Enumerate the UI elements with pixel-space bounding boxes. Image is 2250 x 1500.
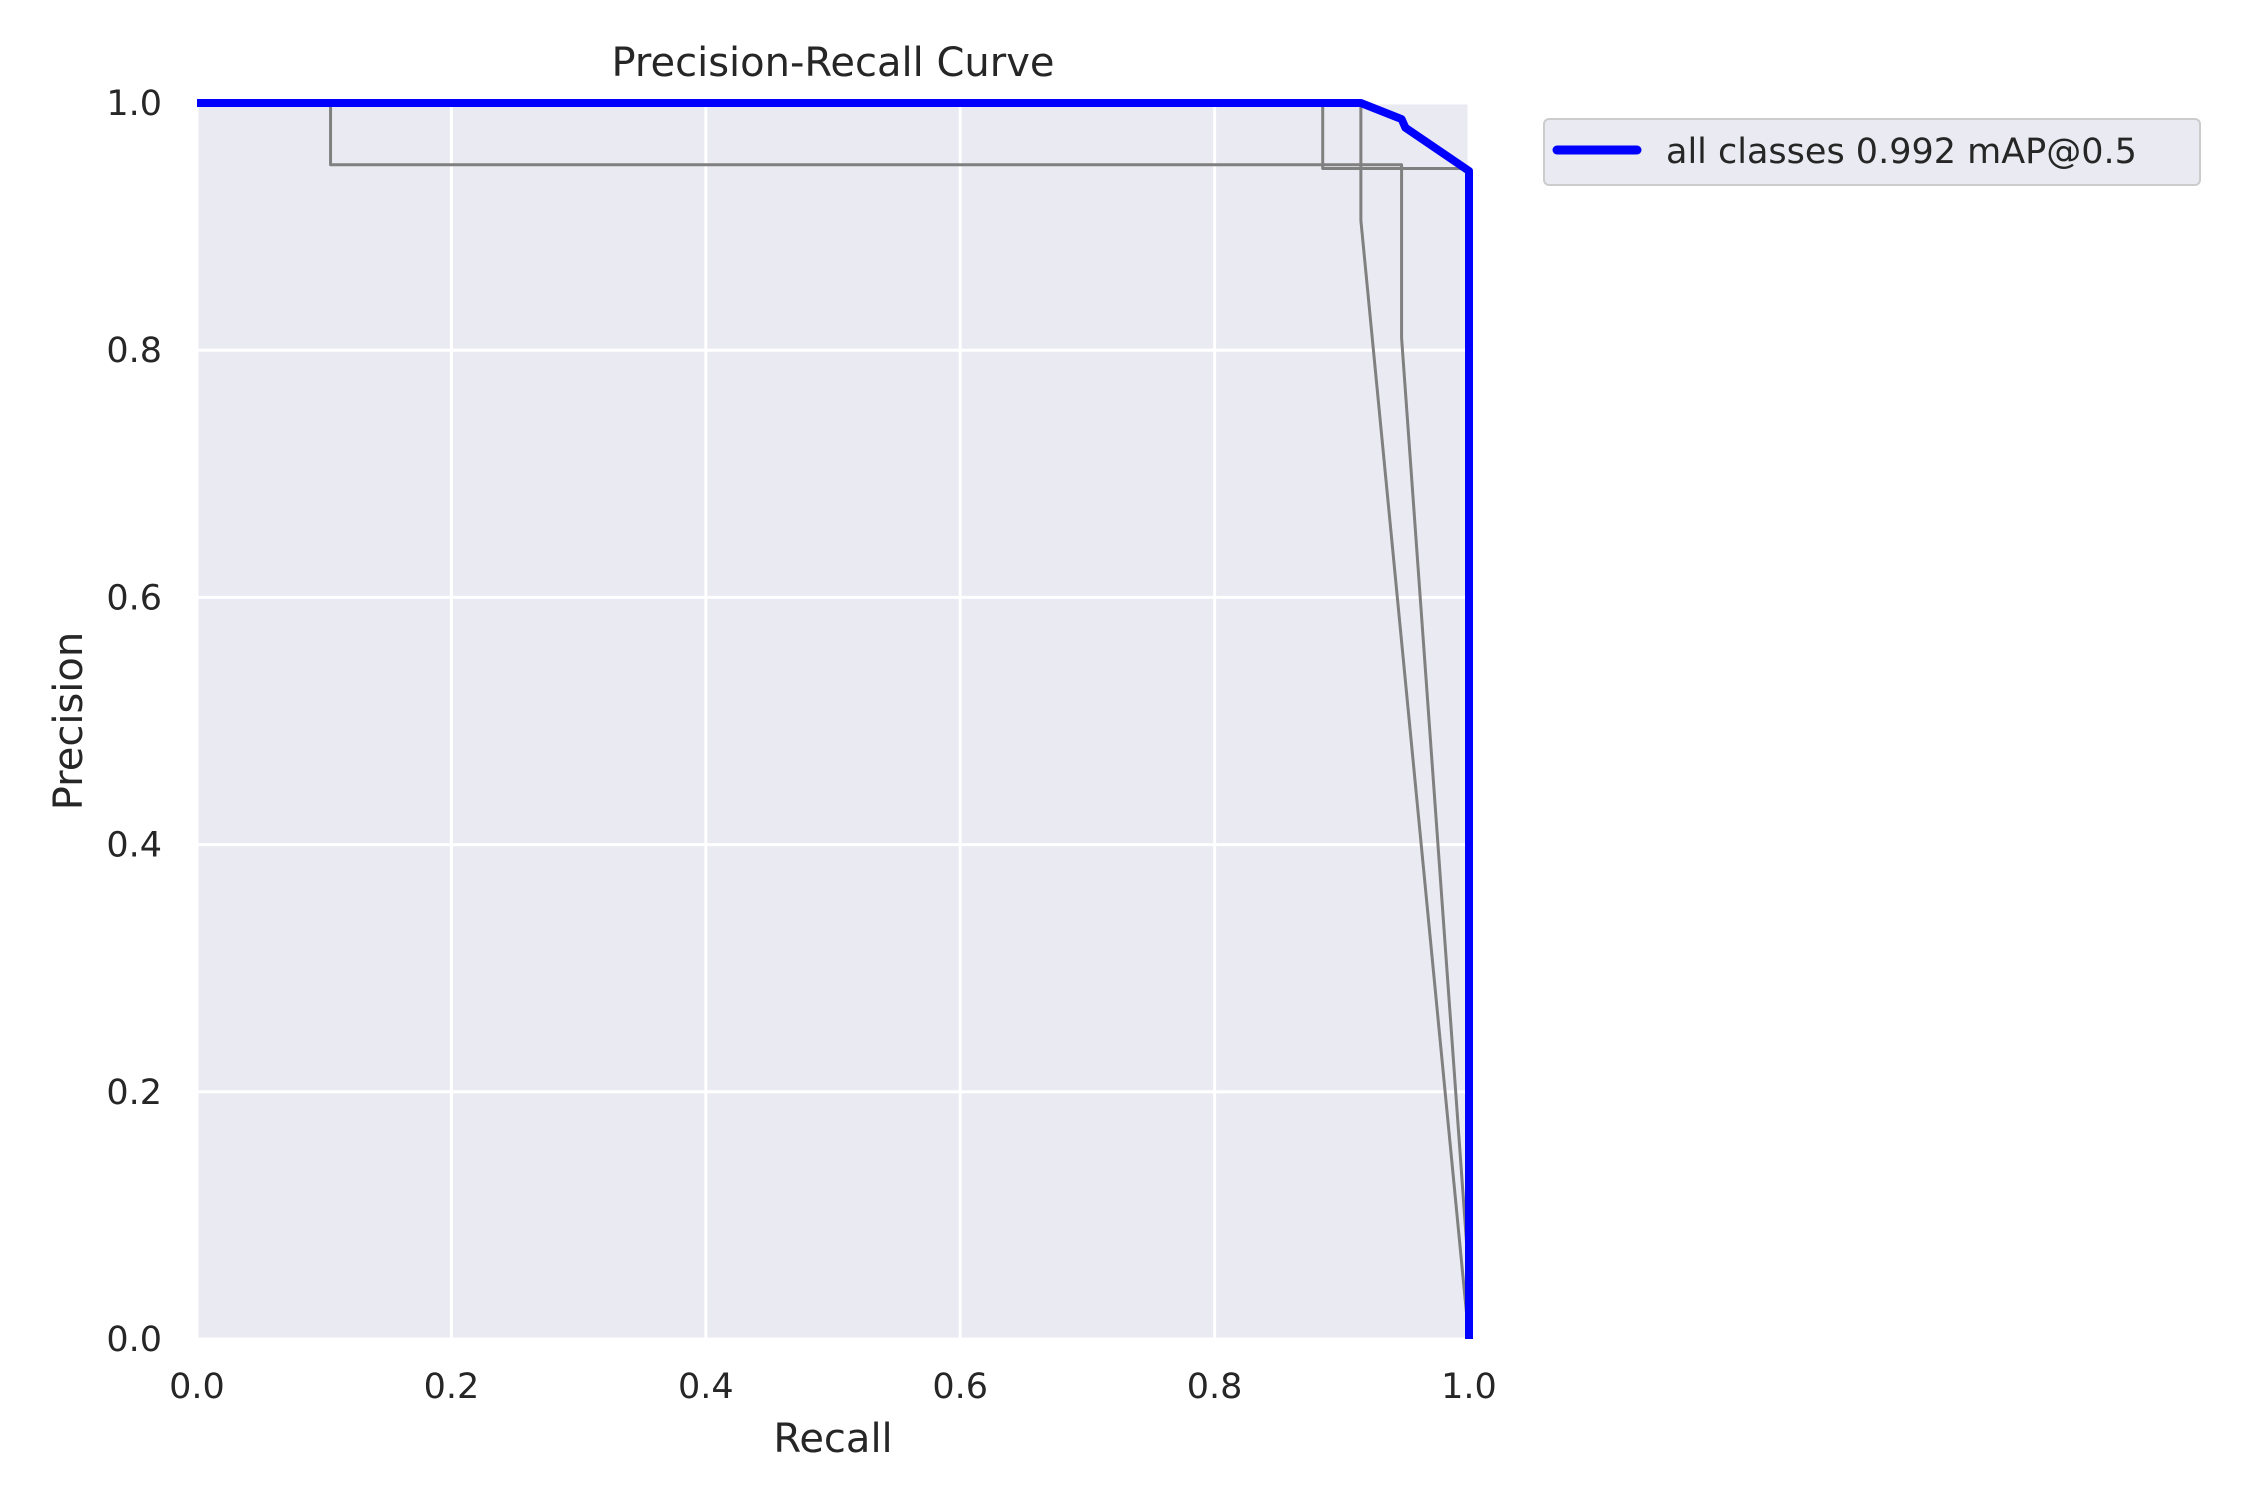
- x-tick-label: 0.2: [424, 1367, 480, 1407]
- series-lines: [197, 99, 1473, 1340]
- y-tick-label: 0.8: [106, 331, 162, 371]
- x-tick-label: 0.8: [1187, 1367, 1243, 1407]
- x-tick-label: 0.4: [678, 1367, 734, 1407]
- y-tick-label: 1.0: [106, 84, 162, 124]
- plot-background: [197, 103, 1469, 1339]
- y-tick-label: 0.0: [106, 1320, 162, 1360]
- legend-label: all classes 0.992 mAP@0.5: [1666, 132, 2137, 172]
- x-axis-label: Recall: [773, 1416, 892, 1462]
- y-tick-label: 0.2: [106, 1073, 162, 1113]
- y-tick-label: 0.6: [106, 578, 162, 618]
- x-tick-label: 1.0: [1441, 1367, 1497, 1407]
- y-axis-label: Precision: [46, 632, 92, 810]
- x-tick-label: 0.6: [932, 1367, 988, 1407]
- all-classes-curve: [197, 99, 1473, 1339]
- x-tick-labels: 0.0 0.2 0.4 0.6 0.8 1.0: [169, 1367, 1497, 1407]
- y-tick-label: 0.4: [106, 826, 162, 866]
- legend-box: [1543, 118, 2201, 186]
- legend: all classes 0.992 mAP@0.5: [1543, 118, 2201, 186]
- chart-title: Precision-Recall Curve: [612, 40, 1055, 86]
- y-tick-labels: 0.0 0.2 0.4 0.6 0.8 1.0: [106, 84, 162, 1360]
- x-tick-label: 0.0: [169, 1367, 225, 1407]
